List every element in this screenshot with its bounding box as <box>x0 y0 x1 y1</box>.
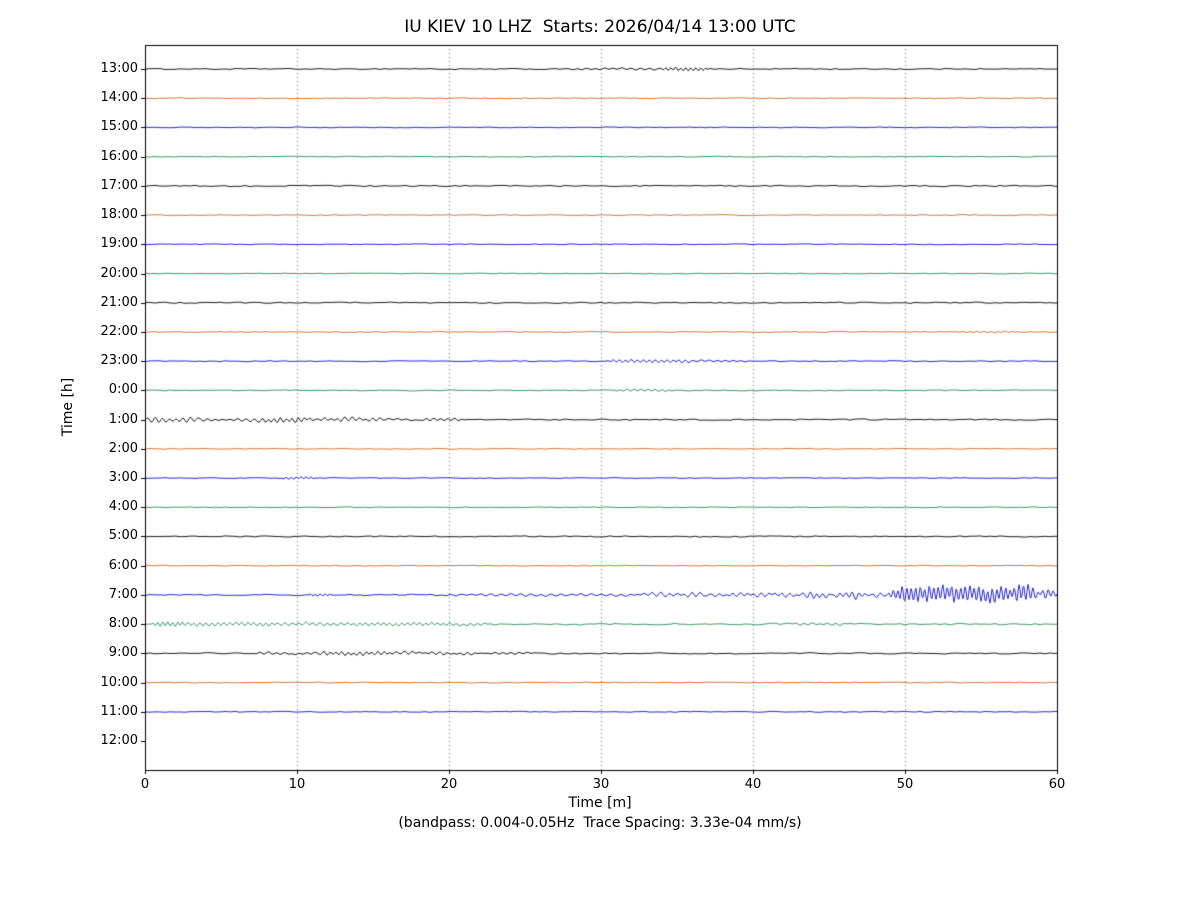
y-tick-label: 13:00 <box>100 61 138 76</box>
y-tick-label: 14:00 <box>100 90 138 106</box>
y-tick-label: 11:00 <box>100 703 138 719</box>
x-tick-label: 50 <box>896 777 914 792</box>
y-tick-label: 8:00 <box>108 616 138 632</box>
x-axis-label: Time [m] <box>568 795 632 811</box>
y-tick-label: 12:00 <box>100 733 138 748</box>
y-tick-label: 19:00 <box>100 236 138 252</box>
y-tick-label: 18:00 <box>100 207 138 223</box>
y-tick-label: 21:00 <box>100 294 138 310</box>
x-tick-label: 30 <box>592 777 610 792</box>
chart-footnote: (bandpass: 0.004-0.05Hz Trace Spacing: 3… <box>398 815 802 831</box>
y-tick-label: 17:00 <box>100 177 138 193</box>
y-tick-label: 15:00 <box>100 119 138 135</box>
y-tick-label: 23:00 <box>100 353 138 369</box>
x-tick-label: 0 <box>140 777 150 792</box>
chart-title: IU KIEV 10 LHZ Starts: 2026/04/14 13:00 … <box>404 17 796 37</box>
y-tick-label: 16:00 <box>100 148 138 164</box>
y-tick-label: 20:00 <box>100 265 138 281</box>
y-tick-label: 7:00 <box>108 586 138 602</box>
y-tick-label: 2:00 <box>108 440 138 456</box>
y-tick-label: 4:00 <box>108 499 138 515</box>
x-tick-label: 10 <box>288 777 306 792</box>
y-tick-label: 10:00 <box>100 674 138 690</box>
y-tick-label: 3:00 <box>108 470 138 486</box>
y-tick-label: 9:00 <box>108 645 138 661</box>
y-tick-label: 1:00 <box>108 411 138 427</box>
y-tick-label: 5:00 <box>108 528 138 544</box>
y-tick-label: 6:00 <box>108 557 138 573</box>
x-tick-label: 20 <box>440 777 458 792</box>
y-tick-label: 22:00 <box>100 323 138 339</box>
x-tick-label: 60 <box>1048 777 1066 792</box>
x-tick-label: 40 <box>744 777 762 792</box>
y-tick-label: 0:00 <box>108 382 138 398</box>
